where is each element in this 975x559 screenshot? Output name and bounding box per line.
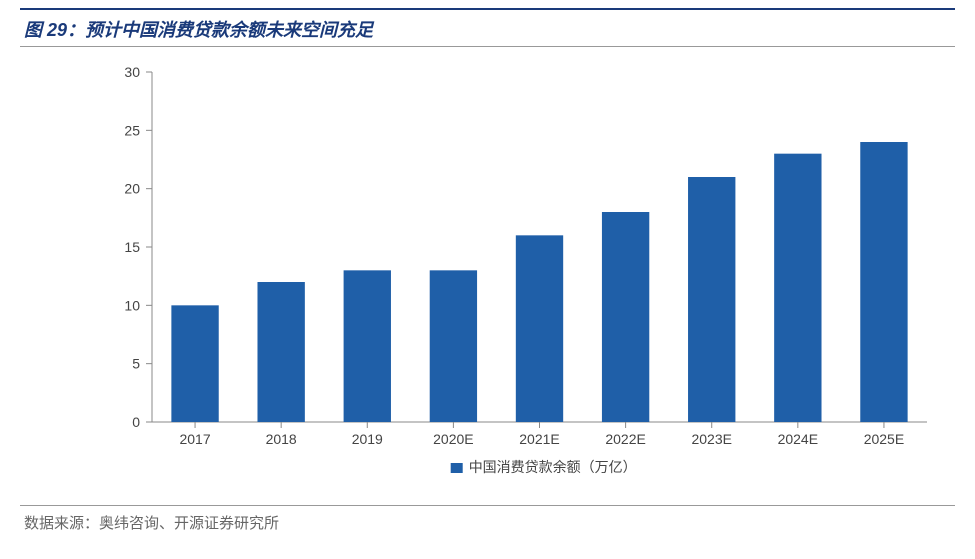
footer: 数据来源：奥纬咨询、开源证券研究所 [20,505,955,533]
svg-text:2025E: 2025E [864,431,904,447]
source-label: 数据来源： [24,515,99,532]
svg-text:15: 15 [124,239,140,255]
figure-title: 图 29：预计中国消费贷款余额未来空间充足 [24,20,373,40]
bar [602,212,649,422]
source-line: 数据来源：奥纬咨询、开源证券研究所 [20,515,279,532]
svg-text:2018: 2018 [266,431,297,447]
svg-text:25: 25 [124,122,140,138]
svg-text:10: 10 [124,297,140,313]
bar [257,282,304,422]
bar [171,305,218,422]
figure-container: 图 29：预计中国消费贷款余额未来空间充足 0 5 10 15 20 25 30 2017 20… [0,0,975,541]
svg-text:0: 0 [132,414,140,430]
svg-text:20: 20 [124,181,140,197]
svg-text:2021E: 2021E [519,431,559,447]
bar [344,270,391,422]
svg-text:2017: 2017 [179,431,210,447]
svg-text:2022E: 2022E [605,431,645,447]
bar [430,270,477,422]
figure-label: 图 29： [24,20,85,40]
title-bar: 图 29：预计中国消费贷款余额未来空间充足 [20,8,955,47]
legend-label: 中国消费贷款余额（万亿） [469,459,637,475]
source-text: 奥纬咨询、开源证券研究所 [99,515,279,532]
svg-text:30: 30 [124,64,140,80]
svg-text:2019: 2019 [352,431,383,447]
svg-text:5: 5 [132,356,140,372]
bar [774,154,821,422]
svg-text:2023E: 2023E [691,431,731,447]
bar [860,142,907,422]
bar [688,177,735,422]
bar-chart: 0 5 10 15 20 25 30 2017 2018 2019 2020E 2021E 2022E 2… [32,57,942,497]
svg-text:2020E: 2020E [433,431,473,447]
legend-marker [451,463,463,473]
figure-title-text: 预计中国消费贷款余额未来空间充足 [85,20,373,40]
svg-text:2024E: 2024E [778,431,818,447]
chart-area: 0 5 10 15 20 25 30 2017 2018 2019 2020E 2021E 2022E 2… [20,47,955,501]
bar [516,235,563,422]
